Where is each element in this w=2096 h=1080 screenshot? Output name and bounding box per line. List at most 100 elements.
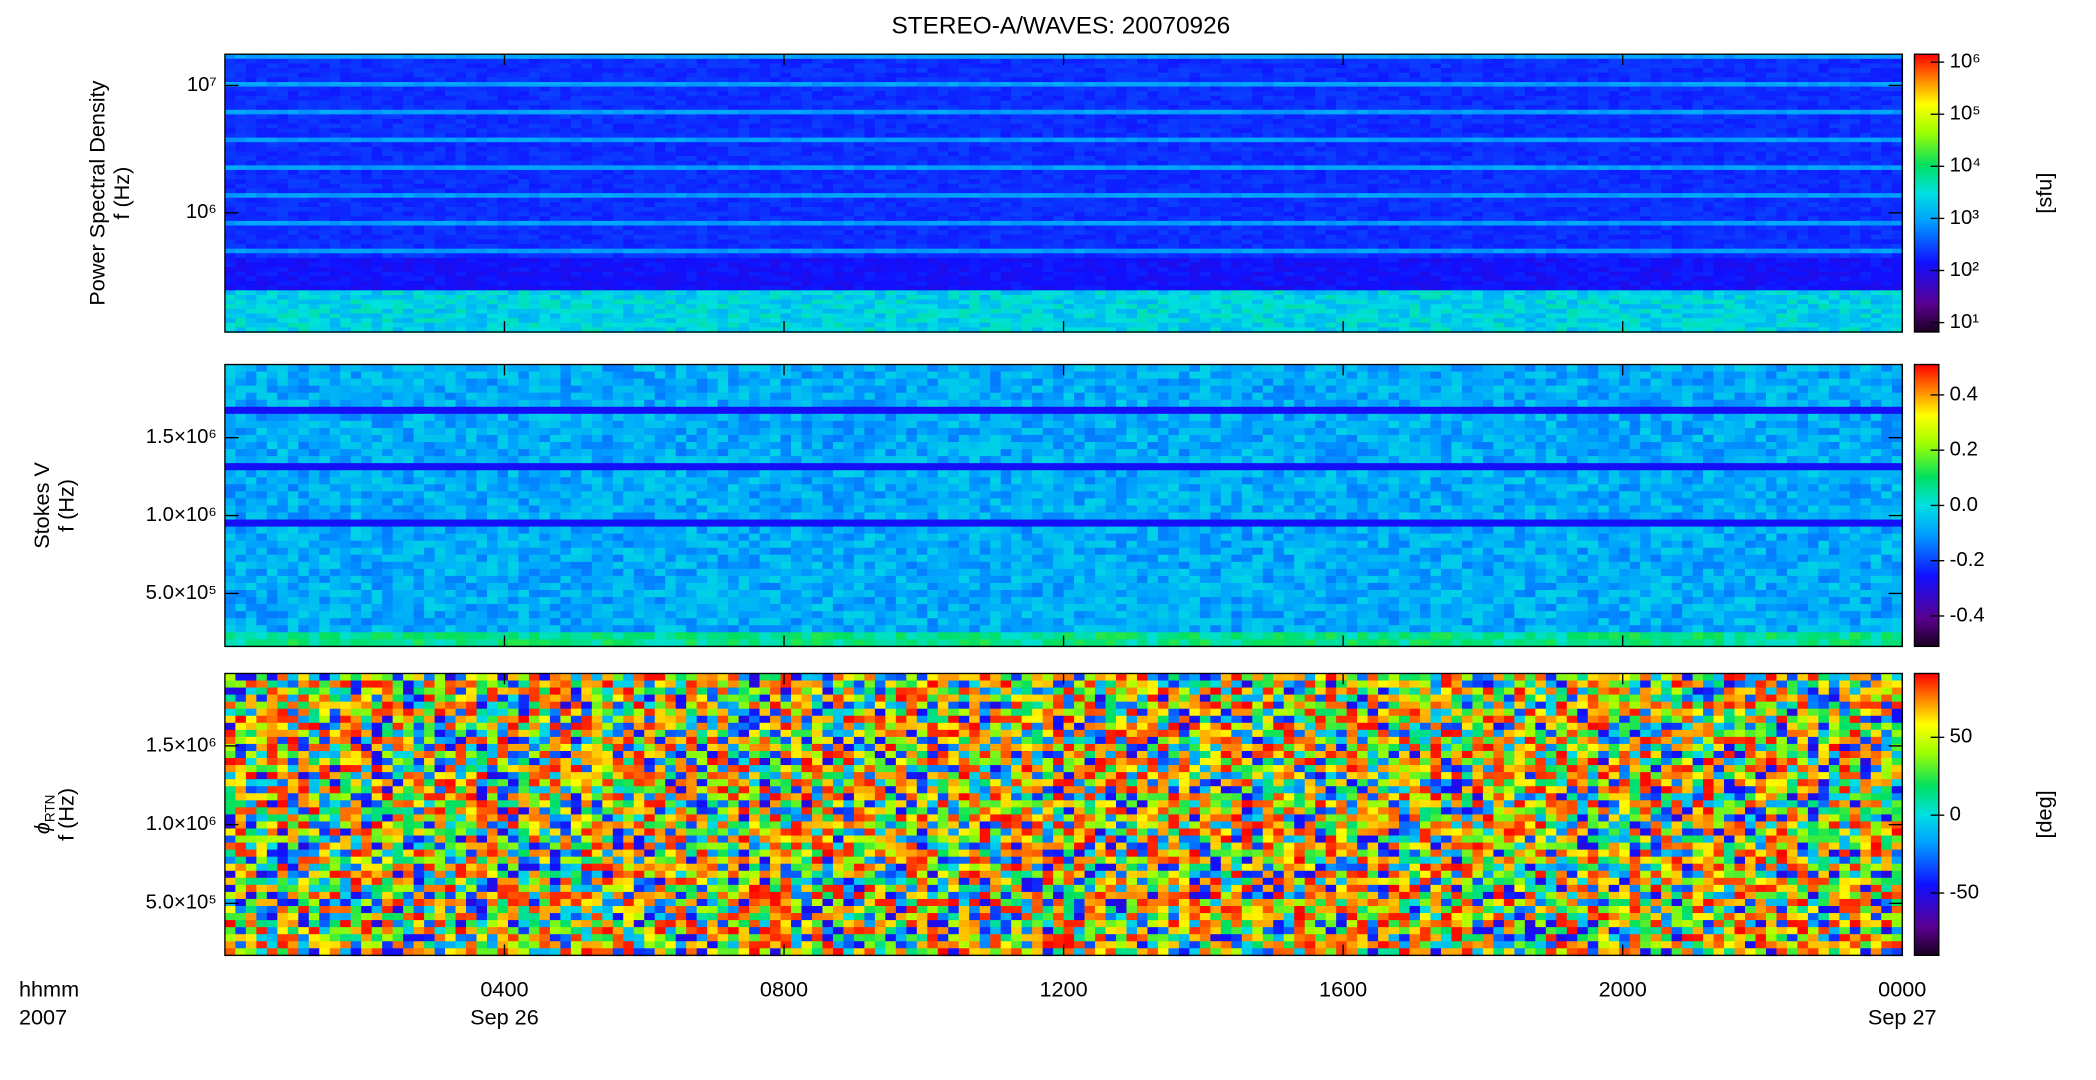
- spectrogram-texture: [1368, 91, 1379, 96]
- spectrogram-texture: [812, 105, 823, 110]
- spectrogram-texture: [1315, 87, 1326, 92]
- spectrogram-texture: [1137, 91, 1148, 96]
- spectrogram-texture: [655, 105, 666, 110]
- spectrogram-texture: [477, 77, 488, 82]
- spectrogram-texture: [1064, 82, 1075, 87]
- spectrogram-texture: [1735, 68, 1746, 73]
- spectrogram-texture: [791, 59, 802, 64]
- spectrogram-texture: [1567, 96, 1578, 101]
- spectrogram-texture: [634, 63, 645, 68]
- spectrogram-texture: [330, 63, 341, 68]
- spectrogram-texture: [1546, 91, 1557, 96]
- spectrogram-texture: [1640, 77, 1651, 82]
- spectrogram-texture: [539, 59, 550, 64]
- spectrogram-texture: [319, 101, 330, 106]
- spectrogram-texture: [1420, 91, 1431, 96]
- spectrogram-texture: [1126, 73, 1137, 78]
- spectrogram-texture: [1546, 63, 1557, 68]
- spectrogram-texture: [571, 87, 582, 92]
- spectrogram-texture: [550, 82, 561, 87]
- spectrogram-texture: [487, 54, 498, 59]
- spectrogram-texture: [361, 87, 372, 92]
- spectrogram-texture: [718, 73, 729, 78]
- spectrogram-texture: [1273, 54, 1284, 59]
- spectrogram-texture: [466, 63, 477, 68]
- spectrogram-texture: [1126, 59, 1137, 64]
- spectrogram-texture: [602, 105, 613, 110]
- spectrogram-texture: [560, 87, 571, 92]
- spectrogram-texture: [309, 101, 320, 106]
- spectrogram-texture: [1231, 59, 1242, 64]
- spectrogram-texture: [560, 96, 571, 101]
- spectrogram-texture: [1693, 101, 1704, 106]
- spectrogram-texture: [1242, 59, 1253, 64]
- spectrogram-texture: [1263, 63, 1274, 68]
- spectrogram-texture: [1787, 82, 1798, 87]
- spectrogram-texture: [1263, 101, 1274, 106]
- spectrogram-texture: [508, 91, 519, 96]
- spectrogram-texture: [435, 105, 446, 110]
- spectrogram-texture: [330, 77, 341, 82]
- spectrogram-texture: [1430, 87, 1441, 92]
- spectrogram-texture: [466, 96, 477, 101]
- spectrogram-texture: [948, 63, 959, 68]
- spectrogram-texture: [1546, 101, 1557, 106]
- spectrogram-texture: [1053, 77, 1064, 82]
- spectrogram-texture: [1106, 63, 1117, 68]
- spectrogram-texture: [1231, 82, 1242, 87]
- spectrogram-texture: [812, 73, 823, 78]
- spectrogram-texture: [1305, 82, 1316, 87]
- spectrogram-texture: [487, 101, 498, 106]
- spectrogram-texture: [1535, 87, 1546, 92]
- spectrogram-texture: [697, 59, 708, 64]
- spectrogram-texture: [1085, 73, 1096, 78]
- spectrogram-texture: [1315, 82, 1326, 87]
- spectrogram-texture: [1179, 54, 1190, 59]
- spectrogram-texture: [435, 91, 446, 96]
- spectrogram-texture: [330, 96, 341, 101]
- spectrogram-texture: [1126, 82, 1137, 87]
- spectrogram-texture: [1043, 77, 1054, 82]
- spectrogram-texture: [1766, 77, 1777, 82]
- spectrogram-texture: [1284, 59, 1295, 64]
- spectrogram-texture: [1032, 68, 1043, 73]
- spectrogram-texture: [445, 105, 456, 110]
- spectrogram-texture: [1336, 73, 1347, 78]
- spectrogram-texture: [1797, 82, 1808, 87]
- spectrogram-texture: [634, 77, 645, 82]
- spectrogram-texture: [1556, 63, 1567, 68]
- spectrogram-texture: [676, 73, 687, 78]
- spectrogram-texture: [246, 54, 257, 59]
- spectrogram-texture: [791, 54, 802, 59]
- spectrogram-texture: [980, 54, 991, 59]
- spectrogram-texture: [1787, 73, 1798, 78]
- spectrogram-texture: [1672, 73, 1683, 78]
- spectrogram-texture: [1745, 87, 1756, 92]
- spectrogram-texture: [1839, 101, 1850, 106]
- spectrogram-texture: [1871, 77, 1882, 82]
- spectrogram-texture: [938, 82, 949, 87]
- spectrogram-texture: [309, 59, 320, 64]
- spectrogram-texture: [896, 77, 907, 82]
- spectrogram-texture: [791, 68, 802, 73]
- spectrogram-texture: [1640, 59, 1651, 64]
- spectrogram-texture: [267, 82, 278, 87]
- spectrogram-texture: [1179, 63, 1190, 68]
- spectrogram-texture: [1095, 87, 1106, 92]
- spectrogram-texture: [1609, 77, 1620, 82]
- spectrogram-texture: [760, 105, 771, 110]
- spectrogram-texture: [1881, 63, 1892, 68]
- spectrogram-texture: [644, 105, 655, 110]
- spectrogram-texture: [728, 82, 739, 87]
- spectrogram-texture: [917, 77, 928, 82]
- spectrogram-texture: [969, 91, 980, 96]
- spectrogram-texture: [225, 59, 236, 64]
- spectrogram-texture: [288, 73, 299, 78]
- spectrogram-texture: [288, 63, 299, 68]
- spectrogram-texture: [760, 101, 771, 106]
- spectrogram-texture: [1451, 73, 1462, 78]
- spectrogram-texture: [1776, 54, 1787, 59]
- spectrogram-texture: [403, 54, 414, 59]
- spectrogram-texture: [1064, 96, 1075, 101]
- spectrogram-texture: [833, 87, 844, 92]
